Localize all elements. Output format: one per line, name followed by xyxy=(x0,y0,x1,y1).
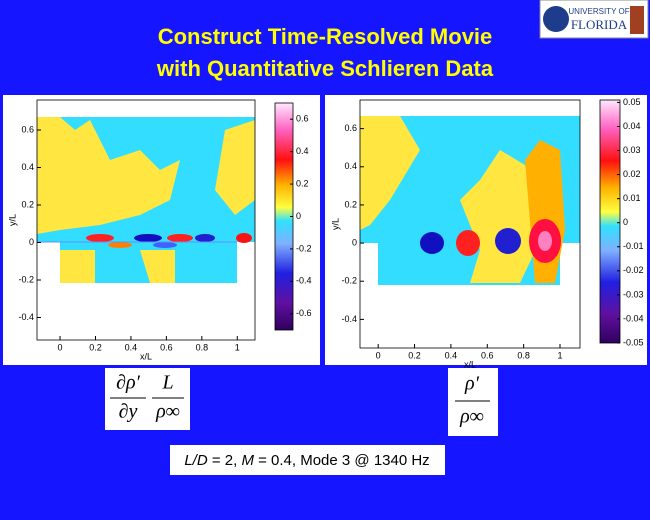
caption-part: = 0.4, Mode 3 @ 1340 Hz xyxy=(254,452,430,469)
y-axis-label: y/L xyxy=(330,218,340,230)
colorbar-tick-label: 0.03 xyxy=(623,145,641,155)
formula-text: ∂ρ′ xyxy=(116,372,140,394)
colorbar-tick-label: 0.4 xyxy=(296,146,309,156)
formula-text: ρ∞ xyxy=(155,401,180,423)
formula-text: ρ′ xyxy=(464,373,480,395)
y-tick-label: -0.4 xyxy=(18,312,34,322)
y-tick-label: 0.6 xyxy=(344,123,357,133)
x-axis-label: x/L xyxy=(464,359,476,369)
y-tick-label: 0.6 xyxy=(21,124,34,134)
y-tick-label: 0.4 xyxy=(344,161,357,171)
x-tick-label: 1 xyxy=(235,342,240,352)
colorbar-tick-label: -0.4 xyxy=(296,276,312,286)
y-tick-label: 0.4 xyxy=(21,162,34,172)
caption-part: M xyxy=(241,452,254,469)
contour-field xyxy=(37,117,255,283)
colorbar-tick-label: -0.2 xyxy=(296,243,312,253)
title-line: with Quantitative Schlieren Data xyxy=(156,56,494,81)
colorbar-tick-label: 0 xyxy=(623,217,628,227)
colorbar-tick-label: -0.03 xyxy=(623,289,644,299)
logo-text: FLORIDA xyxy=(571,17,628,32)
colorbar-tick-label: 0.02 xyxy=(623,169,641,179)
colorbar-tick-label: -0.02 xyxy=(623,265,644,275)
x-tick-label: 1 xyxy=(557,350,562,360)
colorbar-tick-label: -0.05 xyxy=(623,337,644,347)
colorbar-tick-label: 0.05 xyxy=(623,97,641,107)
contour-field xyxy=(360,116,580,285)
colorbar-tick-label: -0.04 xyxy=(623,313,644,323)
y-axis-label: y/L xyxy=(7,214,17,226)
formula-text: ρ∞ xyxy=(459,406,484,428)
colorbar xyxy=(599,99,621,344)
formula-box xyxy=(105,368,190,430)
logo: UNIVERSITY OF FLORIDA xyxy=(539,0,649,39)
caption: L/D = 2, M = 0.4, Mode 3 @ 1340 Hz xyxy=(184,452,429,469)
y-tick-label: -0.2 xyxy=(18,274,34,284)
x-tick-label: 0.4 xyxy=(445,350,458,360)
x-tick-label: 0.6 xyxy=(481,350,494,360)
x-tick-label: 0 xyxy=(58,342,63,352)
caption-box xyxy=(170,445,445,475)
plot-frame xyxy=(359,99,581,349)
colorbar-tick-label: -0.01 xyxy=(623,241,644,251)
colorbar-tick-label: -0.6 xyxy=(296,308,312,318)
colorbar-tick-label: 0.6 xyxy=(296,114,309,124)
x-tick-label: 0.2 xyxy=(89,342,102,352)
x-tick-label: 0.8 xyxy=(517,350,530,360)
formula-text: ∂y xyxy=(119,401,138,423)
colorbar-tick-label: 0.2 xyxy=(296,178,309,188)
plot-frame xyxy=(36,99,256,341)
formula-box xyxy=(448,368,498,436)
caption-part: = 2, xyxy=(208,452,242,469)
colorbar-tick-label: 0 xyxy=(296,211,301,221)
y-tick-label: 0.2 xyxy=(344,199,357,209)
x-tick-label: 0.6 xyxy=(160,342,173,352)
y-tick-label: 0 xyxy=(352,237,357,247)
caption-part: L/D xyxy=(184,452,208,469)
colorbar-tick-label: 0.04 xyxy=(623,121,641,131)
x-tick-label: 0.2 xyxy=(408,350,421,360)
formula-text: L xyxy=(161,372,173,394)
colorbar-tick-label: 0.01 xyxy=(623,193,641,203)
logo-text: UNIVERSITY OF xyxy=(568,7,629,16)
x-axis-label: x/L xyxy=(140,351,152,361)
x-tick-label: 0.8 xyxy=(196,342,209,352)
title-line: Construct Time-Resolved Movie xyxy=(158,24,493,49)
y-tick-label: -0.2 xyxy=(341,276,357,286)
y-tick-label: 0.2 xyxy=(21,199,34,209)
y-tick-label: 0 xyxy=(29,237,34,247)
x-tick-label: 0.4 xyxy=(125,342,138,352)
y-tick-label: -0.4 xyxy=(341,314,357,324)
x-tick-label: 0 xyxy=(376,350,381,360)
